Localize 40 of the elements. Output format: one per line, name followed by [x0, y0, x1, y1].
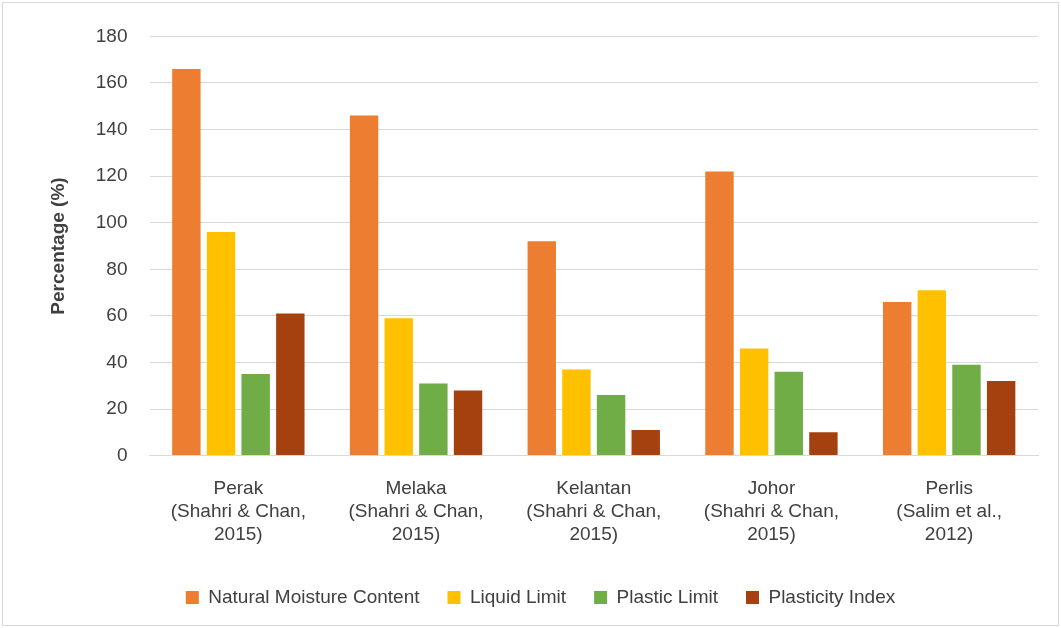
bar: [527, 241, 556, 456]
bar: [774, 371, 803, 456]
y-tick-label: 160: [95, 71, 128, 93]
y-tick-label: 0: [116, 443, 128, 465]
legend-label: Natural Moisture Content: [208, 585, 421, 607]
y-tick-label: 140: [95, 117, 128, 139]
bar: [419, 383, 448, 456]
bar: [917, 290, 947, 456]
x-tick-label: Johor (Shahri & Chan, 2015): [703, 477, 840, 544]
legend-label: Plasticity Index: [768, 585, 896, 607]
bar: [349, 115, 379, 456]
bar: [882, 301, 912, 456]
bar: [952, 364, 981, 456]
y-tick-label: 80: [106, 257, 128, 279]
y-axis-title: Percentage (%): [46, 177, 68, 315]
bar: [384, 318, 413, 456]
bar: [172, 69, 201, 456]
y-tick-label: 100: [95, 210, 128, 232]
bar: [562, 369, 591, 456]
y-tick-label: 40: [106, 350, 128, 372]
y-tick-label: 180: [95, 24, 128, 46]
bar: [276, 313, 305, 456]
bar: [739, 348, 769, 456]
legend-label: Liquid Limit: [470, 585, 567, 607]
x-tick-label: Kelantan (Shahri & Chan, 2015): [526, 477, 662, 544]
y-tick-label: 60: [106, 304, 128, 326]
bar: [631, 429, 660, 456]
bar: [453, 390, 483, 456]
y-tick-label: 20: [106, 397, 128, 419]
bar: [596, 395, 626, 456]
bar: [705, 171, 734, 456]
legend-label: Plastic Limit: [616, 585, 719, 607]
bar: [241, 374, 270, 456]
bar: [986, 381, 1016, 456]
x-tick-label: Perak (Shahri & Chan, 2015): [170, 477, 306, 544]
x-tick-label: Melaka (Shahri & Chan, 2015): [348, 477, 484, 544]
x-tick-label: Perlis (Salim et al., 2012): [896, 477, 1002, 544]
bar: [206, 232, 236, 456]
y-tick-label: 120: [95, 164, 128, 186]
bar: [809, 432, 838, 456]
